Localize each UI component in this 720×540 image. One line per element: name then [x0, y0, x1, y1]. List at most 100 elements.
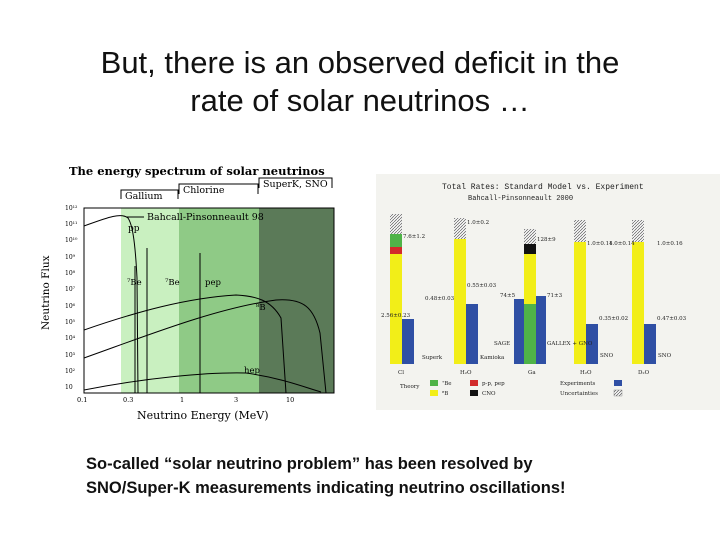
h2o-theory-bar — [454, 239, 466, 364]
y-axis-label: Neutrino Flux — [40, 255, 52, 330]
b8-curve — [84, 299, 327, 393]
value-label: 1.0±0.14 — [609, 241, 635, 247]
legend-experiments-swatch — [614, 380, 622, 386]
value-label: 0.47±0.03 — [657, 316, 687, 322]
y-tick: 10⁵ — [65, 319, 76, 326]
value-label: 2.56±0.23 — [381, 313, 411, 319]
rates-title: Total Rates: Standard Model vs. Experime… — [442, 183, 644, 192]
x-tick-labels: 0.1 0.3 1 3 10 — [77, 396, 294, 404]
y-tick: 10¹¹ — [65, 221, 77, 228]
legend-b8-swatch — [430, 390, 438, 396]
y-tick: 10¹⁰ — [65, 237, 78, 244]
value-label: 0.35±0.02 — [599, 316, 628, 322]
experiment-label: Superk — [422, 355, 443, 361]
cl-theory-bar — [390, 214, 402, 364]
x-tick: 0.1 — [77, 396, 87, 404]
y-tick: 10⁸ — [65, 270, 76, 277]
y-tick: 10 — [65, 384, 73, 391]
y-tick: 10¹² — [65, 205, 78, 212]
pp-curve — [84, 215, 139, 393]
legend-be7: ⁷Be — [442, 380, 452, 387]
rates-legend: Theory ⁷Be ⁸B p-p, pep CNO Experiments U… — [400, 380, 623, 397]
rates-background — [376, 174, 720, 410]
y-tick: 10⁴ — [65, 335, 76, 342]
superk-experiment-bar — [586, 324, 598, 364]
experiment-label: SNO — [658, 353, 672, 359]
y-tick: 10⁶ — [65, 303, 76, 310]
legend-theory: Theory — [400, 384, 420, 390]
x-tick: 0.3 — [123, 396, 133, 404]
slide-title: But, there is an observed deficit in the… — [60, 44, 660, 120]
be7-label-a: ⁷Be — [127, 278, 142, 288]
sno-theory-unc — [632, 220, 644, 242]
pep-label: pep — [205, 278, 221, 288]
detector-brackets — [120, 177, 333, 199]
rates-subtitle: Bahcall-Pinsonneault 2000 — [468, 195, 573, 203]
cl-experiment-bar — [402, 319, 414, 364]
title-line-1: But, there is an observed deficit in the — [100, 45, 620, 80]
y-tick-labels: 10¹² 10¹¹ 10¹⁰ 10⁹ 10⁸ 10⁷ 10⁶ 10⁵ 10⁴ 1… — [65, 205, 78, 391]
model-label: Bahcall-Pinsonneault 98 — [147, 212, 264, 223]
experiment-label: Kamioka — [480, 355, 505, 361]
value-label: 0.55±0.03 — [467, 283, 497, 289]
caption-line-2: SNO/Super-K measurements indicating neut… — [86, 479, 566, 497]
sno-experiment-bar — [644, 324, 656, 364]
superk-sno-label: SuperK, SNO — [263, 179, 328, 190]
sage-experiment-bar — [514, 299, 524, 364]
gallex-experiment-bar — [536, 296, 546, 364]
target-label: Ga — [528, 370, 536, 376]
pp-label: pp — [128, 224, 140, 234]
legend-uncertainties: Uncertainties — [560, 391, 598, 397]
target-label: D₂O — [638, 370, 650, 376]
legend-pp-pep: p-p, pep — [482, 381, 505, 387]
ga-theory-bar — [524, 229, 536, 364]
experiment-labels: Superk Kamioka SAGE GALLEX + GNO SNO SNO — [422, 341, 672, 361]
experiment-label: GALLEX + GNO — [547, 341, 593, 347]
gallium-label: Gallium — [125, 191, 163, 202]
y-tick: 10⁹ — [65, 254, 76, 261]
sno-theory-bar — [632, 242, 644, 364]
target-labels: Cl H₂O Ga H₂O D₂O — [398, 370, 650, 376]
value-label: 0.48±0.03 — [425, 296, 455, 302]
value-labels: 7.6±1.2 128±9 1.0±0.2 1.0±0.14 1.0±0.14 … — [381, 220, 687, 322]
value-label: 74±5 — [500, 293, 516, 299]
y-tick: 10² — [65, 368, 76, 375]
legend-uncertainties-swatch — [613, 389, 623, 397]
legend-cno: CNO — [482, 391, 496, 397]
neutrino-spectrum-figure: The energy spectrum of solar neutrinos G… — [40, 164, 335, 422]
value-label: 1.0±0.14 — [587, 241, 613, 247]
caption-line-1: So-called “solar neutrino problem” has b… — [86, 455, 533, 473]
spectrum-title: The energy spectrum of solar neutrinos — [69, 164, 325, 178]
legend-cno-swatch — [470, 390, 478, 396]
value-label: 1.0±0.16 — [657, 241, 683, 247]
target-label: H₂O — [460, 370, 472, 376]
x-tick: 10 — [286, 396, 294, 404]
value-label: 1.0±0.2 — [467, 220, 489, 226]
superk-theory-unc — [574, 220, 586, 242]
value-label: 128±9 — [537, 237, 556, 243]
experiment-label: SNO — [600, 353, 614, 359]
total-rates-figure: Total Rates: Standard Model vs. Experime… — [376, 174, 720, 410]
x-tick: 3 — [234, 396, 238, 404]
target-label: Cl — [398, 370, 404, 376]
be7-label-b: ⁷Be — [165, 278, 180, 288]
chlorine-label: Chlorine — [183, 185, 225, 196]
gallium-band — [121, 208, 179, 393]
experiment-label: SAGE — [494, 341, 510, 347]
y-tick: 10⁷ — [65, 286, 76, 293]
y-tick: 10³ — [65, 352, 76, 359]
x-axis-label: Neutrino Energy (MeV) — [137, 409, 269, 422]
title-line-2: rate of solar neutrinos … — [190, 83, 530, 118]
target-label: H₂O — [580, 370, 592, 376]
hep-label: hep — [244, 366, 261, 376]
slide-caption: So-called “solar neutrino problem” has b… — [86, 452, 686, 500]
hep-curve — [84, 372, 322, 393]
legend-b8: ⁸B — [442, 390, 448, 397]
plot-frame — [83, 207, 335, 394]
value-label: 71±3 — [547, 293, 563, 299]
x-tick: 1 — [180, 396, 184, 404]
value-label: 7.6±1.2 — [403, 234, 425, 240]
legend-experiments: Experiments — [560, 381, 596, 387]
legend-be7-swatch — [430, 380, 438, 386]
b8-label: ⁸B — [256, 303, 266, 313]
